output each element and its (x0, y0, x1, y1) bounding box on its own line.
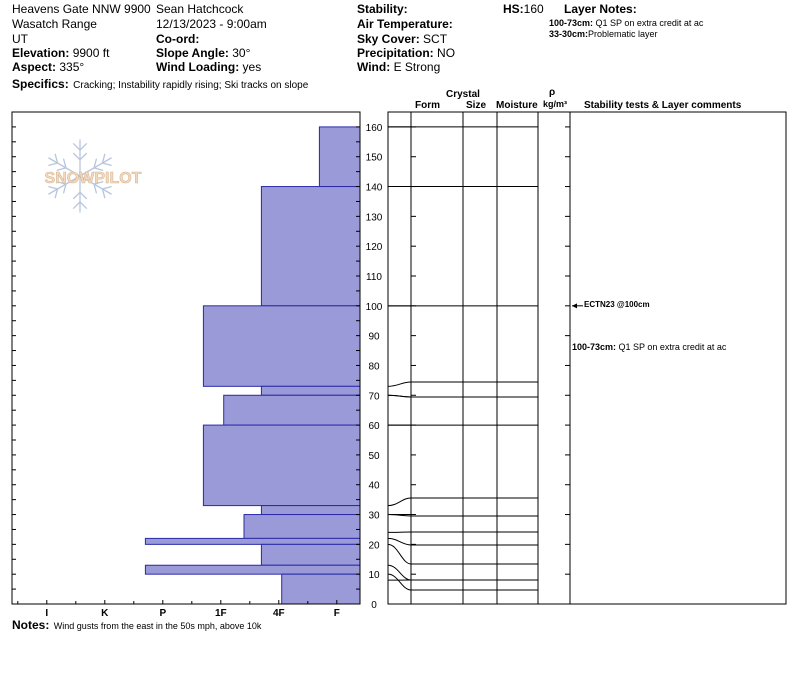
hardness-bar (144, 537, 361, 545)
hs-label: HS: (503, 2, 524, 16)
layer-connector (387, 543, 412, 565)
depth-tick-label: 140 (366, 183, 383, 194)
hardness-bar (260, 543, 361, 566)
depth-tick-label: 130 (366, 212, 383, 223)
hardness-bar (202, 305, 361, 387)
layer-note: 100-73cm: Q1 SP on extra credit at ac (549, 18, 704, 28)
stability-label: Stability: (357, 2, 408, 16)
depth-tick-label: 120 (366, 242, 383, 253)
depth-tick-label: 60 (368, 421, 380, 432)
depth-tick-label: 0 (371, 600, 377, 611)
coord-label: Co-ord: (156, 32, 200, 46)
datetime: 12/13/2023 - 9:00am (156, 17, 267, 31)
air-temp-label: Air Temperature: (357, 17, 453, 31)
wind-loading-label: Wind Loading: (156, 60, 240, 74)
col-density-unit: kg/m³ (543, 99, 568, 109)
hardness-bar (260, 505, 361, 516)
layer-connector (387, 564, 412, 581)
elevation-value: 9900 ft (72, 46, 110, 60)
depth-tick-label: 20 (368, 540, 380, 551)
layer-connector (387, 381, 412, 387)
col-comments: Stability tests & Layer comments (584, 100, 742, 111)
aspect-label: Aspect: (12, 60, 57, 74)
wind-loading-value: yes (242, 60, 262, 74)
profile-frame (11, 111, 361, 605)
depth-tick-label: 70 (368, 391, 380, 402)
depth-tick-label: 80 (368, 361, 380, 372)
layer-connector (387, 537, 412, 546)
elevation-label: Elevation: (12, 46, 70, 60)
stability-test-text: ECTN23 @100cm (584, 300, 650, 309)
col-size: Size (466, 100, 487, 111)
layer-note: 33-30cm:Problematic layer (549, 29, 658, 39)
range: Wasatch Range (12, 17, 97, 31)
depth-tick-label: 160 (366, 123, 383, 134)
precip-value: NO (437, 46, 456, 60)
col-moisture: Moisture (496, 100, 538, 111)
hardness-label: 1F (215, 608, 227, 619)
hardness-label: I (45, 608, 48, 619)
layer-comment: 100-73cm: Q1 SP on extra credit at ac (572, 342, 727, 352)
notes-value: Wind gusts from the east in the 50s mph,… (53, 621, 262, 631)
depth-tick-label: 90 (368, 332, 380, 343)
layer-notes-label: Layer Notes: (564, 2, 637, 16)
depth-tick-label: 50 (368, 451, 380, 462)
precip-label: Precipitation: (357, 46, 434, 60)
slope-value: 30° (232, 46, 251, 60)
hardness-bar (223, 394, 361, 426)
sky-label: Sky Cover: (357, 32, 420, 46)
hardness-label: F (334, 608, 340, 619)
depth-tick-label: 30 (368, 511, 380, 522)
depth-tick-label: 110 (366, 272, 382, 283)
table-frame (387, 111, 787, 605)
hardness-bar (243, 514, 361, 539)
layer-connector (387, 394, 412, 398)
hs-value: 160 (523, 2, 544, 16)
col-rho: ρ (549, 87, 556, 98)
sky-value: SCT (423, 32, 448, 46)
hardness-label: 4F (273, 608, 285, 619)
depth-tick-label: 100 (366, 302, 383, 313)
layer-connector (387, 497, 412, 507)
depth-tick-label: 10 (368, 570, 380, 581)
wind-value: E Strong (393, 60, 441, 74)
depth-tick-label: 40 (368, 481, 380, 492)
notes-label: Notes: (12, 618, 50, 632)
aspect-value: 335° (59, 60, 85, 74)
specifics-value: Cracking; Instability rapidly rising; Sk… (73, 80, 309, 91)
hardness-bar (260, 186, 361, 307)
location: Heavens Gate NNW 9900 (12, 2, 151, 16)
state: UT (12, 32, 28, 46)
layer-connector (387, 573, 412, 591)
hardness-bar (144, 564, 361, 575)
hardness-bar (260, 385, 361, 396)
specifics-label: Specifics: (12, 77, 69, 91)
slope-label: Slope Angle: (156, 46, 229, 60)
hardness-bar (202, 424, 361, 507)
hardness-label: K (101, 608, 109, 619)
col-form: Form (415, 100, 440, 111)
observer: Sean Hatchcock (156, 2, 244, 16)
depth-tick-label: 150 (366, 153, 383, 164)
test-arrow-head (572, 303, 577, 309)
hardness-bar (281, 573, 361, 605)
wind-label: Wind: (357, 60, 391, 74)
col-crystal: Crystal (446, 89, 480, 100)
hardness-bar (318, 126, 361, 188)
notes: Notes: Wind gusts from the east in the 5… (12, 617, 261, 633)
hardness-label: P (159, 608, 166, 619)
